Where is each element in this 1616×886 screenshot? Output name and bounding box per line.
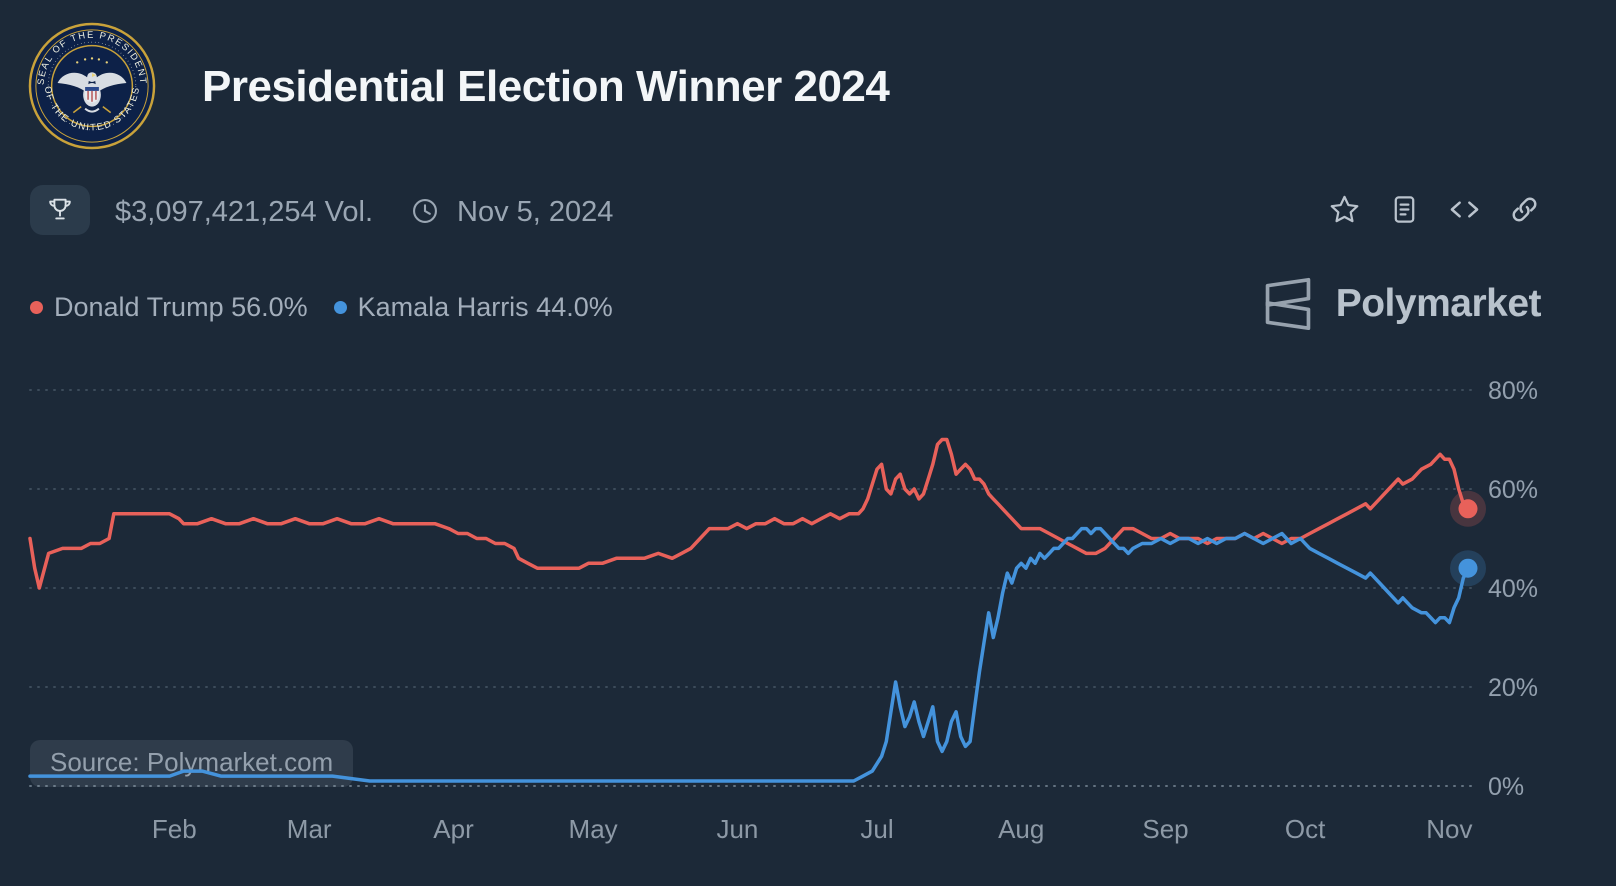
y-tick-label: 40% [1488, 575, 1538, 603]
x-tick-label-oct: Oct [1285, 814, 1326, 844]
y-tick-label: 20% [1488, 674, 1538, 702]
x-tick-label-jun: Jun [716, 814, 758, 844]
legend-label-trump: Donald Trump 56.0% [54, 292, 308, 322]
polymarket-wordmark: Polymarket [1335, 282, 1542, 325]
polymarket-brand[interactable]: Polymarket [1260, 276, 1542, 332]
presidential-seal: SEAL OF THE PRESIDENT OF THE UNITED STAT… [28, 22, 156, 150]
embed-code-icon[interactable] [1449, 194, 1480, 225]
legend-dot-harris [333, 301, 347, 314]
legend-item-harris[interactable]: Kamala Harris 44.0% [333, 292, 613, 323]
y-tick-label: 80% [1488, 377, 1538, 405]
x-tick-label-mar: Mar [287, 814, 332, 844]
polymarket-logo-icon [1265, 277, 1311, 331]
end-date-text: Nov 5, 2024 [457, 196, 614, 228]
kamala-harris-end-dot [1458, 558, 1478, 578]
page-title: Presidential Election Winner 2024 [202, 62, 890, 111]
x-tick-label-feb: Feb [152, 814, 197, 844]
kamala-harris-line [28, 526, 1470, 783]
toolbar-actions [1329, 194, 1540, 225]
document-icon[interactable] [1389, 194, 1420, 225]
x-tick-label-sep: Sep [1142, 814, 1188, 844]
x-tick-label-apr: Apr [433, 814, 474, 844]
source-watermark: Source: Polymarket.com [30, 740, 354, 787]
legend-item-trump[interactable]: Donald Trump 56.0% [30, 292, 308, 323]
y-tick-label: 0% [1488, 773, 1524, 801]
link-icon[interactable] [1509, 194, 1540, 225]
x-tick-label-may: May [569, 814, 618, 844]
donald-trump-line [28, 437, 1470, 590]
donald-trump-end-dot [1458, 499, 1478, 519]
volume-text: $3,097,421,254 Vol. [115, 196, 374, 228]
x-tick-label-jul: Jul [860, 814, 893, 844]
chart-legend: Donald Trump 56.0% Kamala Harris 44.0% [30, 292, 613, 323]
clock-icon [413, 199, 437, 223]
star-icon[interactable] [1329, 194, 1360, 225]
x-tick-label-aug: Aug [998, 814, 1044, 844]
seal-eagle-emblem [57, 57, 127, 114]
trophy-button[interactable] [30, 185, 90, 235]
x-tick-label-nov: Nov [1426, 814, 1472, 844]
y-tick-label: 60% [1488, 476, 1538, 504]
legend-label-harris: Kamala Harris 44.0% [357, 292, 613, 322]
legend-dot-trump [30, 301, 43, 314]
trophy-icon [49, 198, 71, 220]
